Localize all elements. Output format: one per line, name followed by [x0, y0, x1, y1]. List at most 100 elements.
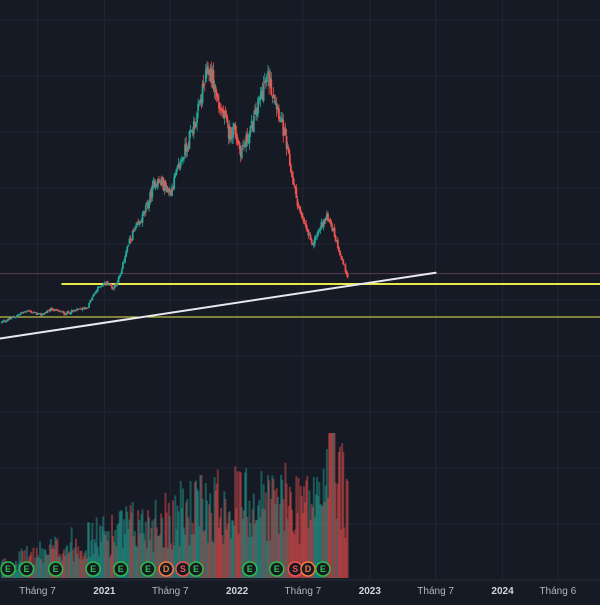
candle-body[interactable]	[224, 109, 227, 117]
candle-body[interactable]	[107, 284, 110, 285]
candle-body[interactable]	[308, 234, 311, 236]
candle-body[interactable]	[171, 187, 173, 197]
candle-body[interactable]	[172, 188, 174, 190]
candle-body[interactable]	[228, 127, 231, 140]
candle-body[interactable]	[200, 99, 203, 103]
candle-body[interactable]	[93, 293, 96, 295]
earnings-marker[interactable]: E	[188, 561, 204, 577]
candle-body[interactable]	[281, 118, 284, 120]
candle-body[interactable]	[306, 228, 309, 230]
candle-body[interactable]	[161, 178, 164, 186]
candle-body[interactable]	[105, 281, 108, 284]
candle-body[interactable]	[54, 309, 57, 311]
candle-body[interactable]	[81, 307, 84, 310]
candle-body[interactable]	[273, 100, 276, 104]
candle-body[interactable]	[319, 226, 322, 231]
candle-body[interactable]	[114, 284, 117, 288]
candle-body[interactable]	[136, 223, 138, 226]
candle-body[interactable]	[188, 131, 191, 149]
candle-body[interactable]	[282, 119, 285, 136]
candle-body[interactable]	[79, 308, 82, 310]
candle-body[interactable]	[280, 118, 282, 123]
candle-body[interactable]	[213, 85, 216, 91]
candle-body[interactable]	[100, 285, 102, 287]
candle-body[interactable]	[335, 240, 338, 242]
candle-body[interactable]	[123, 261, 125, 263]
candle-body[interactable]	[190, 129, 193, 131]
candle-body[interactable]	[276, 107, 279, 110]
candle-body[interactable]	[240, 148, 243, 159]
candle-body[interactable]	[45, 311, 48, 313]
candle-body[interactable]	[82, 307, 85, 309]
candle-body[interactable]	[64, 313, 66, 315]
candle-body[interactable]	[18, 314, 21, 316]
earnings-marker[interactable]: E	[140, 561, 156, 577]
candle-body[interactable]	[158, 178, 160, 183]
candle-body[interactable]	[305, 223, 308, 229]
trendline-group[interactable]	[0, 271, 437, 340]
candle-body[interactable]	[339, 251, 341, 256]
candle-body[interactable]	[298, 206, 301, 210]
earnings-marker[interactable]: E	[242, 561, 258, 577]
candle-body[interactable]	[101, 285, 104, 287]
candle-body[interactable]	[257, 98, 260, 114]
candle-body[interactable]	[14, 317, 16, 319]
candle-body[interactable]	[334, 236, 337, 242]
candle-body[interactable]	[151, 184, 154, 198]
candle-body[interactable]	[314, 236, 316, 244]
candle-body[interactable]	[274, 102, 277, 106]
candle-body[interactable]	[106, 281, 109, 285]
candle-body[interactable]	[293, 183, 296, 186]
candle-body[interactable]	[0, 321, 3, 323]
candle-body[interactable]	[23, 311, 26, 313]
candle-body[interactable]	[258, 98, 261, 100]
candle-body[interactable]	[342, 259, 345, 265]
candle-body[interactable]	[245, 135, 248, 146]
candle-body[interactable]	[209, 68, 212, 75]
candle-body[interactable]	[168, 190, 171, 193]
candle-body[interactable]	[248, 132, 251, 144]
candle-body[interactable]	[231, 135, 233, 139]
split-marker[interactable]: S	[175, 561, 191, 577]
candle-body[interactable]	[21, 312, 24, 314]
candle-body[interactable]	[178, 164, 181, 168]
candle-body[interactable]	[115, 284, 118, 286]
candle-body[interactable]	[35, 312, 38, 315]
candle-body[interactable]	[47, 309, 50, 311]
candle-body[interactable]	[226, 119, 229, 124]
candle-body[interactable]	[147, 203, 149, 209]
candle-body[interactable]	[256, 111, 258, 116]
candle-body[interactable]	[75, 310, 77, 312]
candle-body[interactable]	[103, 282, 106, 285]
candle-body[interactable]	[247, 141, 250, 143]
candle-body[interactable]	[156, 179, 159, 188]
candle-body[interactable]	[74, 310, 76, 312]
candle-body[interactable]	[148, 201, 150, 209]
candle-body[interactable]	[143, 211, 146, 213]
candle-body[interactable]	[39, 313, 41, 315]
candle-body[interactable]	[76, 308, 78, 311]
earnings-marker[interactable]: E	[0, 561, 16, 577]
candle-body[interactable]	[28, 310, 30, 312]
candle-body[interactable]	[302, 216, 304, 218]
candle-body[interactable]	[218, 102, 220, 109]
candle-body[interactable]	[96, 286, 99, 291]
candle-body[interactable]	[294, 186, 297, 189]
candle-body[interactable]	[137, 222, 140, 224]
candle-body[interactable]	[324, 218, 327, 221]
candle-body[interactable]	[279, 119, 281, 121]
candle-body[interactable]	[323, 220, 326, 221]
candle-body[interactable]	[254, 109, 256, 115]
candle-body[interactable]	[55, 309, 58, 310]
candle-body[interactable]	[60, 311, 63, 313]
dividend-marker[interactable]: D	[300, 561, 316, 577]
earnings-marker[interactable]: E	[47, 561, 64, 577]
candle-body[interactable]	[4, 320, 6, 322]
candle-body[interactable]	[195, 122, 197, 127]
candle-body[interactable]	[333, 227, 336, 237]
candle-body[interactable]	[236, 137, 239, 143]
candle-body[interactable]	[19, 313, 22, 315]
candle-body[interactable]	[163, 181, 166, 192]
